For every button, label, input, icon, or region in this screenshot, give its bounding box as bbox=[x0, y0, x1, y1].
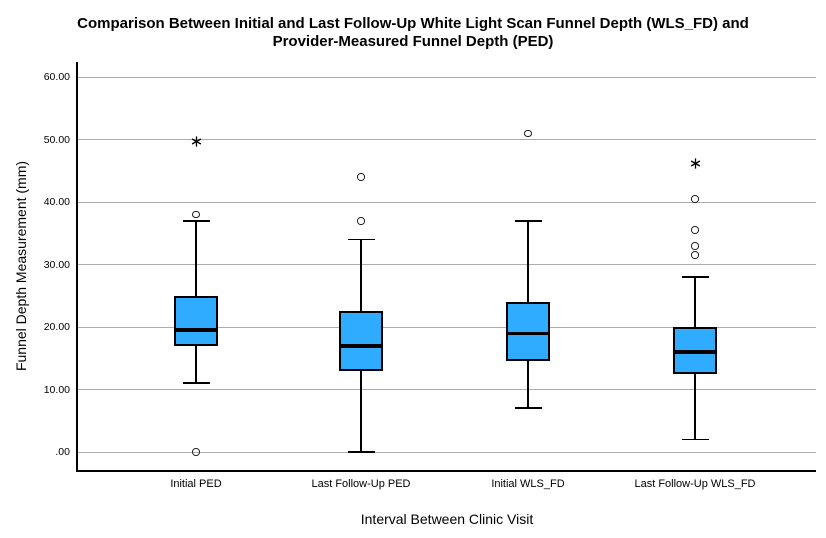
outlier-circle-initial-ped bbox=[192, 210, 200, 219]
gridline-60 bbox=[77, 76, 816, 78]
whisker-cap-upper-last-follow-up-wls-fd bbox=[681, 276, 709, 278]
y-axis-tick-label: 60.00 bbox=[43, 71, 70, 83]
outlier-circle-initial-ped bbox=[192, 448, 200, 456]
outlier-circle-last-follow-up-ped bbox=[357, 217, 365, 225]
category-label-initial-wls-fd: Initial WLS_FD bbox=[491, 478, 565, 490]
extreme-star-last-follow-up-wls-fd bbox=[690, 156, 701, 169]
whisker-lower-initial-wls-fd bbox=[527, 361, 529, 409]
gridline-50 bbox=[77, 139, 816, 140]
y-axis-line bbox=[76, 62, 78, 472]
gridline-20 bbox=[77, 326, 816, 328]
box-initial-ped bbox=[174, 295, 218, 346]
whisker-upper-last-follow-up-ped bbox=[360, 239, 362, 312]
outlier-circle-last-follow-up-wls-fd bbox=[691, 242, 699, 250]
chart-title-line-2: Provider-Measured Funnel Depth (PED) bbox=[272, 32, 554, 50]
y-axis-tick-label: 40.00 bbox=[43, 196, 70, 208]
whisker-lower-initial-ped bbox=[195, 345, 197, 384]
outlier-circle-initial-wls-fd bbox=[524, 129, 532, 137]
whisker-upper-last-follow-up-wls-fd bbox=[694, 277, 696, 327]
outlier-circle-last-follow-up-wls-fd bbox=[691, 226, 699, 234]
extreme-star-initial-ped bbox=[191, 134, 202, 147]
y-axis-tick-label: 30.00 bbox=[43, 258, 70, 271]
gridline-10 bbox=[77, 389, 816, 390]
median-line-last-follow-up-ped bbox=[341, 344, 381, 348]
whisker-lower-last-follow-up-ped bbox=[360, 370, 362, 452]
y-axis-tick-label: 10.00 bbox=[43, 383, 70, 396]
whisker-cap-lower-last-follow-up-ped bbox=[347, 451, 375, 453]
box-last-follow-up-ped bbox=[339, 311, 383, 371]
y-axis-tick-label: .00 bbox=[55, 446, 70, 458]
whisker-cap-upper-initial-ped bbox=[182, 219, 210, 222]
outlier-circle-last-follow-up-wls-fd bbox=[691, 251, 699, 259]
outlier-circle-last-follow-up-ped bbox=[357, 173, 365, 181]
x-axis-title: Interval Between Clinic Visit bbox=[360, 511, 534, 527]
outlier-circle-last-follow-up-wls-fd bbox=[691, 195, 699, 203]
whisker-upper-initial-wls-fd bbox=[527, 220, 529, 302]
median-line-initial-wls-fd bbox=[508, 331, 548, 335]
median-line-initial-ped bbox=[176, 328, 216, 332]
whisker-cap-lower-last-follow-up-wls-fd bbox=[681, 438, 709, 441]
whisker-cap-upper-initial-wls-fd bbox=[514, 219, 542, 222]
whisker-cap-lower-initial-wls-fd bbox=[514, 407, 542, 410]
whisker-lower-last-follow-up-wls-fd bbox=[694, 373, 696, 440]
whisker-cap-lower-initial-ped bbox=[182, 382, 210, 385]
category-label-last-follow-up-wls-fd: Last Follow-Up WLS_FD bbox=[634, 478, 756, 490]
category-label-initial-ped: Initial PED bbox=[170, 478, 222, 490]
x-axis-line bbox=[76, 470, 816, 472]
whisker-cap-upper-last-follow-up-ped bbox=[347, 238, 375, 241]
y-axis-tick-label: 20.00 bbox=[43, 321, 70, 333]
gridline-40 bbox=[77, 201, 816, 203]
gridline-0 bbox=[77, 451, 816, 453]
median-line-last-follow-up-wls-fd bbox=[675, 350, 715, 354]
category-label-last-follow-up-ped: Last Follow-Up PED bbox=[311, 478, 411, 490]
gridline-30 bbox=[77, 264, 816, 265]
whisker-upper-initial-ped bbox=[195, 220, 197, 296]
y-axis-tick-label: 50.00 bbox=[43, 133, 70, 146]
chart-title: Comparison Between Initial and Last Foll… bbox=[0, 15, 826, 50]
chart-title-line-1: Comparison Between Initial and Last Foll… bbox=[77, 15, 749, 32]
